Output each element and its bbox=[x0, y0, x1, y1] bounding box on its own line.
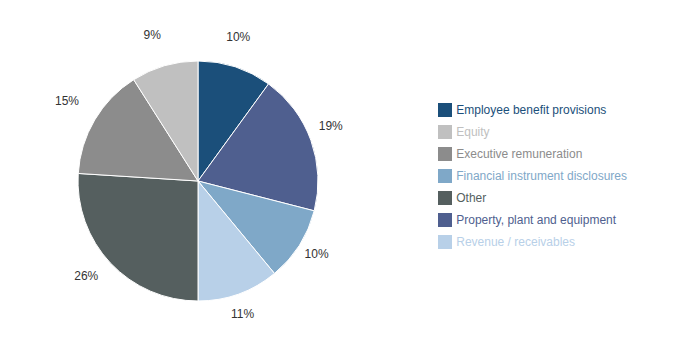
html-text:Financial instrument disclosur: Financial instrument disclosures bbox=[456, 168, 627, 183]
svg-text:19%: 19% bbox=[319, 119, 343, 133]
svg-text:26%: 26% bbox=[74, 269, 98, 283]
svg-text:10%: 10% bbox=[226, 30, 250, 44]
svg-text:10%: 10% bbox=[305, 247, 329, 261]
html-text:Equity: Equity bbox=[456, 124, 490, 139]
svg-text:15%: 15% bbox=[55, 94, 79, 108]
html-text:Revenue / receivables: Revenue / receivables bbox=[456, 234, 575, 249]
html-text:Property, plant and equipment: Property, plant and equipment bbox=[456, 212, 617, 227]
svg-text:11%: 11% bbox=[231, 307, 254, 321]
html-text:Other: Other bbox=[456, 190, 487, 205]
html-text:Employee benefit provisions: Employee benefit provisions bbox=[456, 102, 607, 117]
svg-text:9%: 9% bbox=[143, 28, 161, 42]
html-text:Executive remuneration: Executive remuneration bbox=[456, 146, 583, 161]
